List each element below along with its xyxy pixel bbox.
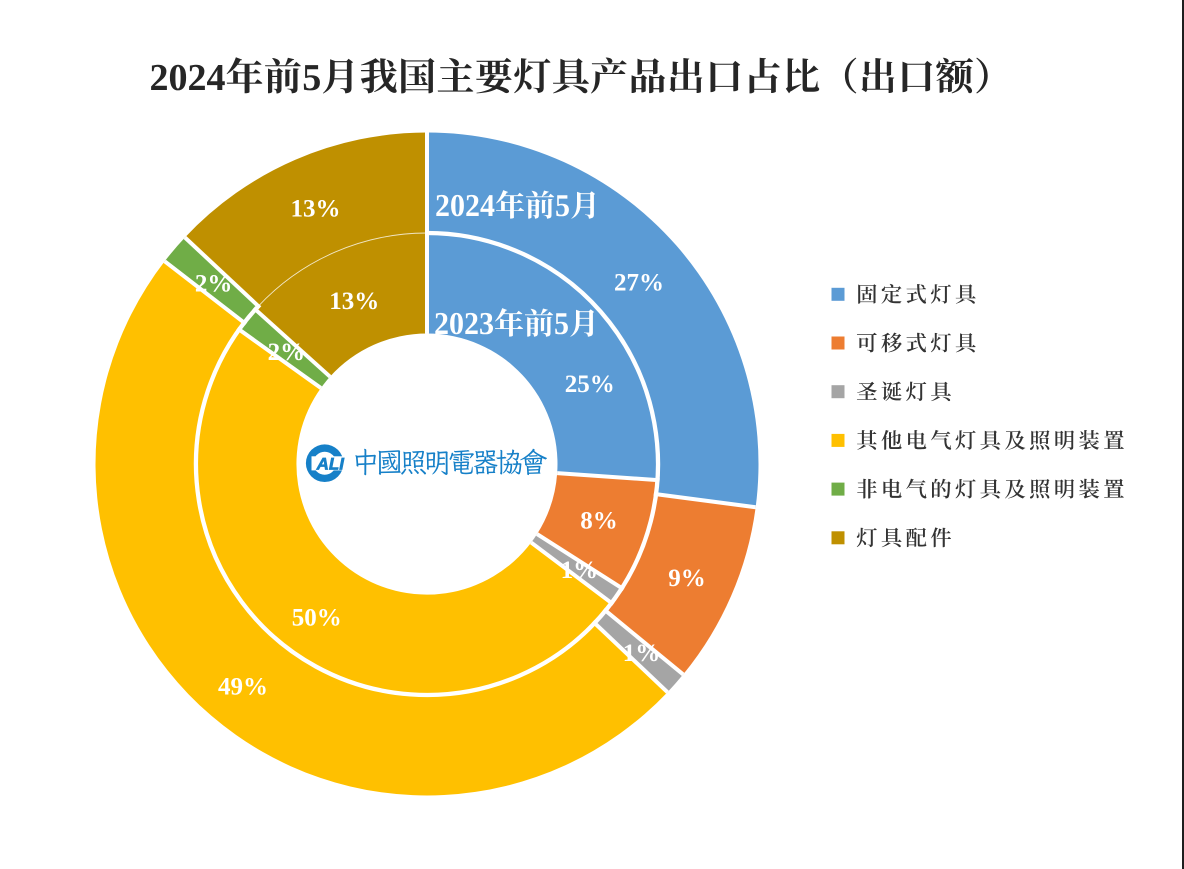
svg-text:9%: 9% [668, 565, 706, 592]
svg-text:2%: 2% [195, 271, 233, 298]
svg-text:2%: 2% [268, 339, 306, 366]
svg-text:1%: 1% [561, 557, 599, 584]
svg-text:13%: 13% [329, 288, 379, 315]
svg-text:27%: 27% [614, 270, 664, 297]
svg-text:1%: 1% [623, 640, 661, 667]
svg-text:13%: 13% [291, 196, 341, 223]
svg-text:50%: 50% [292, 605, 342, 632]
svg-text:49%: 49% [218, 674, 268, 701]
svg-text:8%: 8% [580, 508, 618, 535]
svg-text:ALI: ALI [316, 454, 346, 473]
svg-text:25%: 25% [565, 371, 615, 398]
